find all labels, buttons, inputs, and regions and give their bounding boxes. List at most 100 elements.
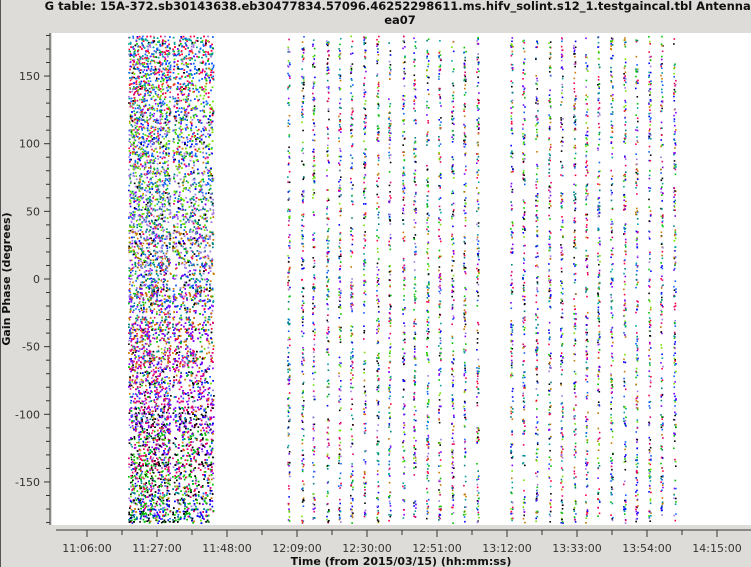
data-point [157,367,160,370]
data-point [130,131,133,134]
data-point [163,412,165,414]
data-point [149,159,151,162]
data-point [130,438,132,441]
data-point [158,437,161,439]
data-point [134,265,137,268]
data-point [167,513,169,516]
data-point [134,107,137,110]
data-point [156,313,158,315]
data-point [156,94,158,97]
data-point [148,372,150,375]
data-point [133,437,136,440]
data-point [157,461,160,463]
data-point [156,180,159,183]
data-point [154,91,157,93]
data-point [129,87,131,89]
data-point [161,85,164,88]
data-point [146,489,149,492]
data-point [129,298,131,300]
data-point [138,247,140,250]
data-point [142,206,144,209]
data-point [153,502,155,504]
data-point [156,297,158,299]
data-point [154,227,157,230]
data-point [139,513,142,515]
data-point [149,196,151,198]
data-point [155,175,157,178]
data-point [148,522,151,524]
data-point [144,462,147,464]
data-point [159,156,162,158]
data-point [166,485,169,488]
data-point [154,103,157,105]
data-point [159,321,162,324]
data-point [143,305,145,307]
data-point [129,229,132,232]
data-point [157,381,160,384]
data-point [169,336,172,338]
data-point [152,337,154,339]
data-point [167,258,169,260]
data-point [159,374,161,377]
data-point [152,472,155,474]
data-point [155,246,157,248]
data-point [155,43,158,46]
data-point [139,336,142,339]
data-point [156,381,158,384]
data-point [139,341,142,343]
data-point [128,277,130,279]
data-point [132,71,135,74]
data-point [167,458,170,461]
data-point [133,66,135,68]
data-point [157,255,160,258]
data-point [159,395,162,398]
data-point [147,68,150,70]
data-point [133,292,135,295]
data-point [148,270,150,272]
data-point [157,218,160,221]
data-point [155,287,158,289]
data-point [155,284,157,286]
data-point [128,386,130,388]
data-point [160,260,163,262]
data-point [153,290,155,293]
data-point [129,243,132,245]
data-point [136,333,138,335]
data-point [159,270,162,272]
data-point [134,447,136,449]
data-point [136,484,138,487]
data-point [166,445,168,448]
data-point [138,104,140,107]
data-point [157,435,159,438]
data-point [146,496,148,498]
data-point [137,508,140,510]
data-point [151,504,153,506]
data-point [138,196,140,198]
data-point [154,265,156,268]
data-point [152,514,154,517]
data-point [157,477,159,480]
data-point [139,168,141,170]
data-point [137,92,139,95]
data-point [134,323,137,325]
data-point [166,76,169,79]
data-point [151,410,153,413]
data-point [140,356,142,358]
data-point [136,472,139,474]
data-point [160,327,162,329]
data-point [155,323,158,325]
data-point [147,514,150,516]
data-point [159,133,161,136]
data-point [141,393,143,395]
data-point [143,271,146,273]
data-point [162,387,164,390]
data-point [153,294,155,296]
data-point [137,62,139,65]
data-point [138,146,141,148]
data-point [164,468,166,470]
plot-area[interactable] [52,33,751,525]
data-point [158,294,161,297]
data-point [142,242,145,245]
data-point [148,119,150,121]
